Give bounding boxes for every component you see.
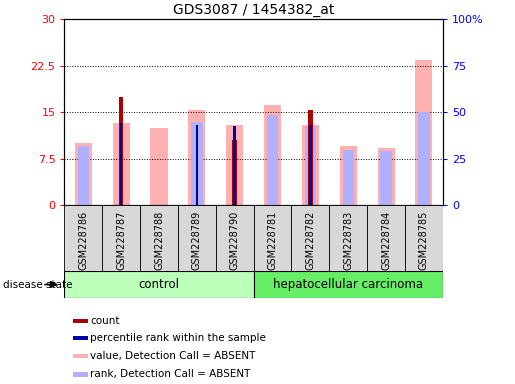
Bar bbox=[377, 148, 394, 205]
Text: value, Detection Call = ABSENT: value, Detection Call = ABSENT bbox=[90, 351, 255, 361]
Bar bbox=[226, 125, 243, 205]
Bar bbox=[264, 105, 281, 205]
Bar bbox=[119, 97, 124, 205]
Text: GSM228784: GSM228784 bbox=[381, 211, 391, 270]
Bar bbox=[233, 126, 236, 205]
Bar bbox=[267, 116, 278, 205]
Bar bbox=[302, 125, 319, 205]
Bar bbox=[188, 111, 205, 205]
FancyBboxPatch shape bbox=[291, 205, 330, 271]
Text: control: control bbox=[139, 278, 180, 291]
Text: GSM228783: GSM228783 bbox=[344, 211, 353, 270]
Text: disease state: disease state bbox=[3, 280, 72, 290]
Bar bbox=[305, 126, 316, 205]
Bar bbox=[342, 150, 354, 205]
Bar bbox=[113, 124, 130, 205]
Bar bbox=[196, 125, 198, 205]
FancyBboxPatch shape bbox=[367, 205, 405, 271]
FancyBboxPatch shape bbox=[140, 205, 178, 271]
FancyBboxPatch shape bbox=[178, 205, 216, 271]
Text: GSM228785: GSM228785 bbox=[419, 211, 429, 270]
Bar bbox=[73, 319, 88, 323]
Text: GSM228782: GSM228782 bbox=[305, 211, 315, 270]
Bar bbox=[232, 140, 237, 205]
Bar bbox=[416, 60, 433, 205]
Bar bbox=[309, 125, 312, 205]
FancyBboxPatch shape bbox=[330, 205, 367, 271]
Bar bbox=[253, 271, 443, 298]
Bar bbox=[120, 124, 123, 205]
Text: hepatocellular carcinoma: hepatocellular carcinoma bbox=[273, 278, 423, 291]
FancyBboxPatch shape bbox=[253, 205, 291, 271]
Text: rank, Detection Call = ABSENT: rank, Detection Call = ABSENT bbox=[90, 369, 250, 379]
Bar bbox=[64, 271, 253, 298]
Bar bbox=[78, 146, 89, 205]
Bar bbox=[418, 113, 430, 205]
Bar bbox=[308, 111, 313, 205]
Title: GDS3087 / 1454382_at: GDS3087 / 1454382_at bbox=[173, 3, 334, 17]
FancyBboxPatch shape bbox=[64, 205, 102, 271]
Text: GSM228789: GSM228789 bbox=[192, 211, 202, 270]
Text: count: count bbox=[90, 316, 119, 326]
FancyBboxPatch shape bbox=[405, 205, 443, 271]
FancyBboxPatch shape bbox=[102, 205, 140, 271]
Bar bbox=[73, 354, 88, 358]
Bar bbox=[150, 128, 167, 205]
Bar bbox=[73, 336, 88, 341]
Bar bbox=[340, 146, 357, 205]
Bar bbox=[191, 122, 202, 205]
Text: GSM228790: GSM228790 bbox=[230, 211, 239, 270]
Text: GSM228788: GSM228788 bbox=[154, 211, 164, 270]
Bar bbox=[73, 372, 88, 376]
Text: percentile rank within the sample: percentile rank within the sample bbox=[90, 333, 266, 343]
Bar bbox=[381, 151, 392, 205]
Text: GSM228786: GSM228786 bbox=[78, 211, 88, 270]
Text: GSM228781: GSM228781 bbox=[268, 211, 278, 270]
Bar bbox=[75, 143, 92, 205]
Text: GSM228787: GSM228787 bbox=[116, 211, 126, 270]
FancyBboxPatch shape bbox=[216, 205, 253, 271]
